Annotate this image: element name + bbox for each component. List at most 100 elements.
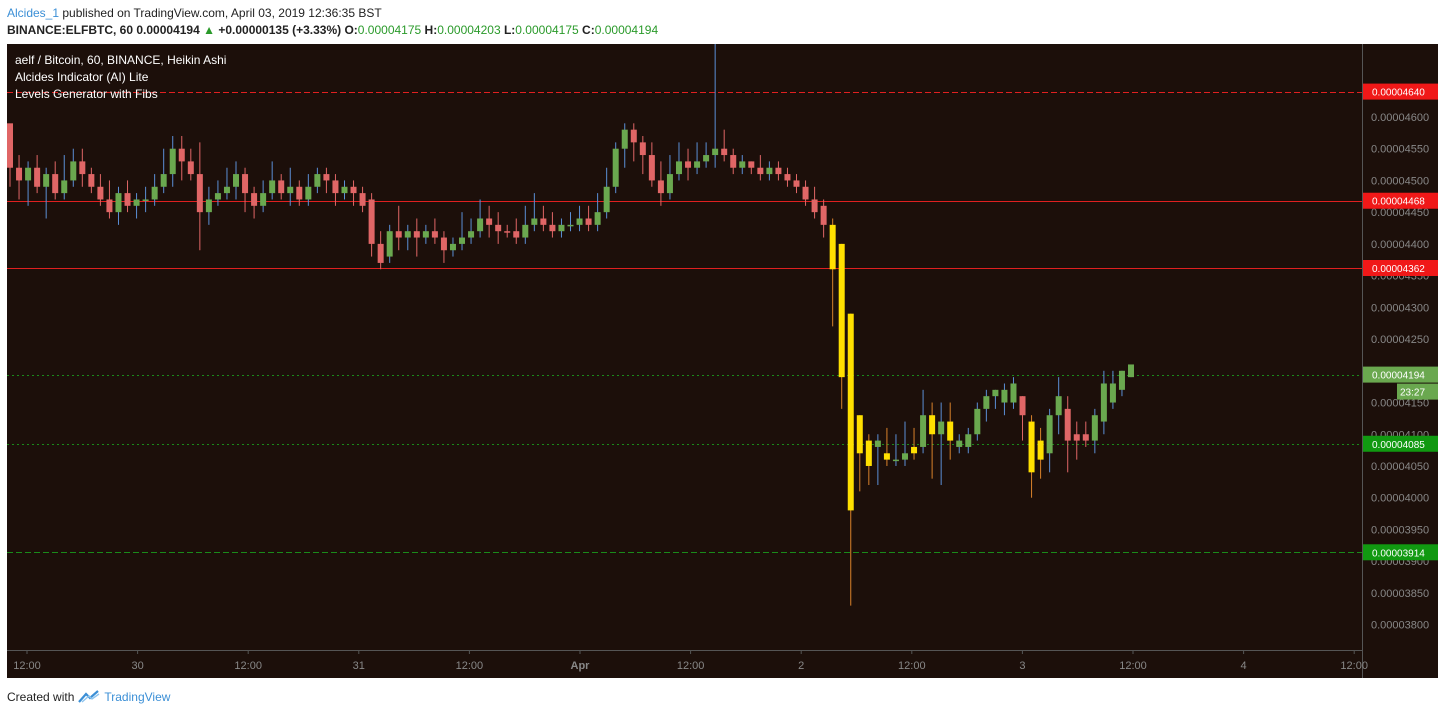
time-tick-label: 2	[798, 660, 804, 672]
price-axis-background	[1362, 44, 1438, 678]
candle-body	[260, 193, 267, 206]
candle-body	[739, 161, 746, 168]
time-tick-label: 12:00	[677, 660, 705, 672]
candle-body	[332, 180, 339, 194]
candle-body	[838, 243, 845, 378]
candle-body	[1064, 408, 1071, 441]
candle-body	[675, 161, 682, 175]
time-tick-label: 12:00	[1340, 660, 1368, 672]
price-tag-red_level	[1363, 192, 1438, 209]
candle-body	[992, 389, 999, 397]
candle-body	[965, 434, 972, 447]
candle-body	[1037, 440, 1044, 460]
plot-background	[7, 44, 1362, 650]
candle-body	[983, 396, 990, 409]
tradingview-brand-link[interactable]: TradingView	[104, 690, 171, 704]
candle-body	[341, 186, 348, 194]
time-tick-label: Apr	[571, 660, 591, 672]
candle-body	[233, 174, 240, 187]
candle-body	[97, 186, 104, 200]
candle-body	[793, 180, 800, 187]
candle-body	[639, 142, 646, 156]
price-tick-label: 0.00004400	[1371, 239, 1429, 251]
author-link[interactable]: Alcides_1	[7, 6, 60, 20]
indicator-label-levels: Levels Generator with Fibs	[15, 87, 158, 101]
candle-body	[296, 186, 303, 200]
candle-body	[784, 174, 791, 181]
candle-body	[648, 155, 655, 181]
price-tag-label: 0.00004468	[1372, 197, 1425, 208]
time-tick-label: 12:00	[1119, 660, 1147, 672]
candle-body	[1100, 383, 1107, 422]
price-tick-label: 0.00004250	[1371, 334, 1429, 346]
candle-body	[1073, 434, 1080, 441]
candle-body	[956, 440, 963, 447]
price-tick-label: 0.00004550	[1371, 144, 1429, 156]
candle-body	[422, 231, 429, 238]
candle-body	[811, 199, 818, 213]
symbol-info-bar: BINANCE:ELFBTC, 60 0.00004194 ▲ +0.00000…	[7, 23, 658, 37]
price-tag-label: 0.00004362	[1372, 264, 1425, 275]
candle-body	[486, 218, 493, 225]
candle-body	[522, 224, 529, 238]
price-tag-label: 0.00004194	[1372, 371, 1425, 382]
candle-body	[88, 174, 95, 187]
indicator-label-ai-lite: Alcides Indicator (AI) Lite	[15, 70, 149, 84]
candle-body	[1055, 396, 1062, 416]
candle-body	[1001, 389, 1008, 403]
candle-body	[160, 174, 167, 187]
candle-body	[223, 186, 230, 194]
change-arrow-icon: ▲	[203, 23, 215, 37]
candle-body	[16, 167, 23, 181]
published-text: published on TradingView.com, April 03, …	[59, 6, 382, 20]
symbol-line: BINANCE:ELFBTC, 60	[7, 23, 134, 37]
candle-body	[612, 148, 619, 187]
candle-body	[251, 193, 258, 206]
candle-body	[440, 237, 447, 251]
candle-body	[449, 243, 456, 251]
candle-body	[242, 174, 249, 194]
candle-body	[187, 161, 194, 175]
candle-body	[513, 231, 520, 238]
candle-body	[43, 174, 50, 187]
chart-title: aelf / Bitcoin, 60, BINANCE, Heikin Ashi	[15, 53, 226, 67]
candle-body	[151, 186, 158, 200]
candle-body	[368, 199, 375, 244]
price-tag-label: 0.00004640	[1372, 88, 1425, 99]
open-value: 0.00004175	[357, 23, 422, 37]
created-with-text: Created with	[7, 690, 75, 704]
candle-body	[115, 193, 122, 213]
price-tick-label: 0.00004000	[1371, 493, 1429, 505]
price-tick-label: 0.00004300	[1371, 302, 1429, 314]
time-tick-label: 31	[353, 660, 365, 672]
candle-body	[567, 224, 574, 227]
candle-body	[395, 231, 402, 238]
price-tick-label: 0.00004450	[1371, 207, 1429, 219]
price-tick-label: 0.00003850	[1371, 588, 1429, 600]
price-tick-label: 0.00003800	[1371, 620, 1429, 632]
candle-body	[404, 231, 411, 238]
last-price: 0.00004194	[136, 23, 200, 37]
candle-body	[142, 199, 149, 201]
candle-body	[657, 180, 664, 194]
time-tick-label: 12:00	[456, 660, 484, 672]
candle-body	[314, 174, 321, 187]
price-tag-green_level	[1363, 544, 1438, 561]
candle-body	[883, 453, 890, 460]
candle-body	[938, 421, 945, 435]
price-tag-green_level	[1363, 435, 1438, 452]
candle-body	[820, 205, 827, 225]
candle-body	[61, 180, 68, 194]
candle-body	[1109, 383, 1116, 403]
levels-layer	[7, 92, 1362, 553]
price-chart[interactable]: 0.00004600 0.00004550 0.00004500 0.00004450…	[0, 0, 1444, 680]
candle-body	[323, 174, 330, 181]
candle-body	[214, 193, 221, 200]
candle-body	[133, 199, 140, 206]
candle-body	[847, 313, 854, 511]
close-value: 0.00004194	[594, 23, 659, 37]
close-label: C:	[582, 23, 595, 37]
candle-body	[685, 161, 692, 168]
candle-body	[974, 408, 981, 435]
candle-body	[468, 231, 475, 238]
